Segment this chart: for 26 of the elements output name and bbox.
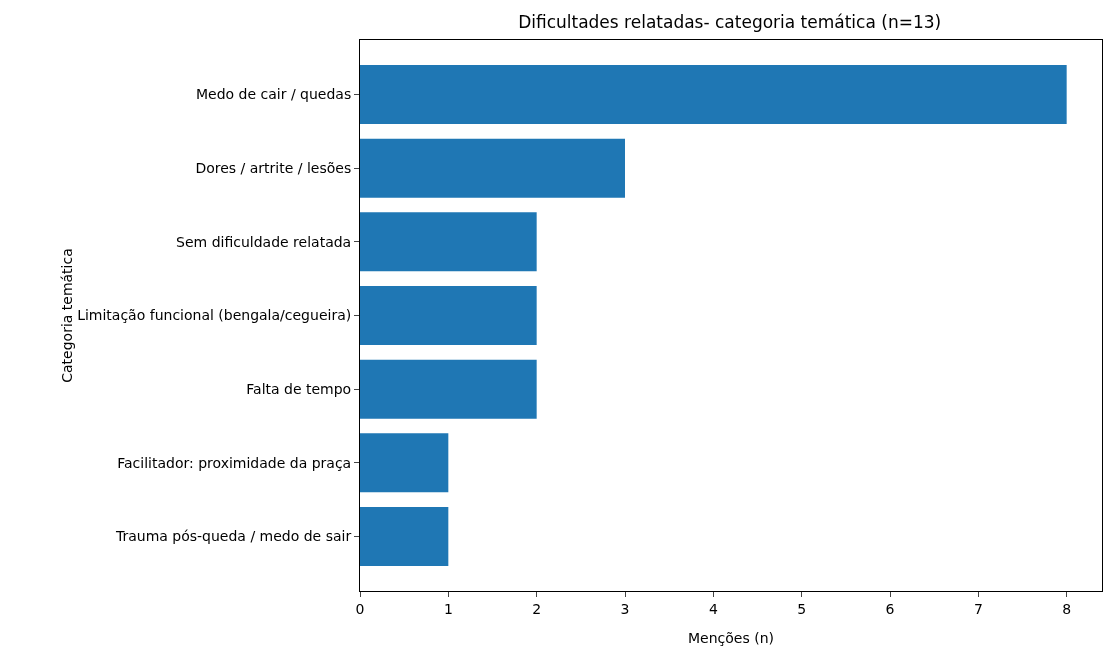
bar [360, 138, 625, 198]
x-tick-label: 2 [532, 600, 542, 617]
x-tick-label: 0 [355, 600, 365, 617]
y-tick-label: Dores / artrite / lesões [195, 160, 352, 177]
y-tick-label: Facilitador: proximidade da praça [117, 454, 352, 471]
chart-title: Dificultades relatadas- categoria temática (n=13) [518, 12, 942, 33]
y-tick-label: Sem dificuldade relatada [176, 233, 352, 250]
x-tick-label: 8 [1062, 600, 1072, 617]
y-tick-label: Falta de tempo [246, 381, 352, 398]
bar [360, 286, 537, 345]
bar [360, 433, 449, 493]
bar [360, 507, 449, 566]
y-axis-title: Categoria temática [59, 248, 76, 383]
x-tick-label: 5 [797, 600, 807, 617]
y-tick-label: Trauma pós-queda / medo de sair [114, 528, 352, 545]
x-tick-label: 1 [443, 600, 453, 617]
y-tick-label: Limitação funcional (bengala/cegueira) [77, 307, 352, 324]
bar [360, 65, 1067, 124]
y-tick-label: Medo de cair / quedas [195, 86, 352, 103]
x-tick-label: 4 [708, 600, 718, 617]
bar [360, 359, 537, 419]
x-tick-label: 3 [620, 600, 630, 617]
x-axis-title: Menções (n) [688, 630, 774, 646]
bar [360, 212, 537, 272]
x-tick-label: 6 [885, 600, 895, 617]
x-tick-label: 7 [973, 600, 983, 617]
